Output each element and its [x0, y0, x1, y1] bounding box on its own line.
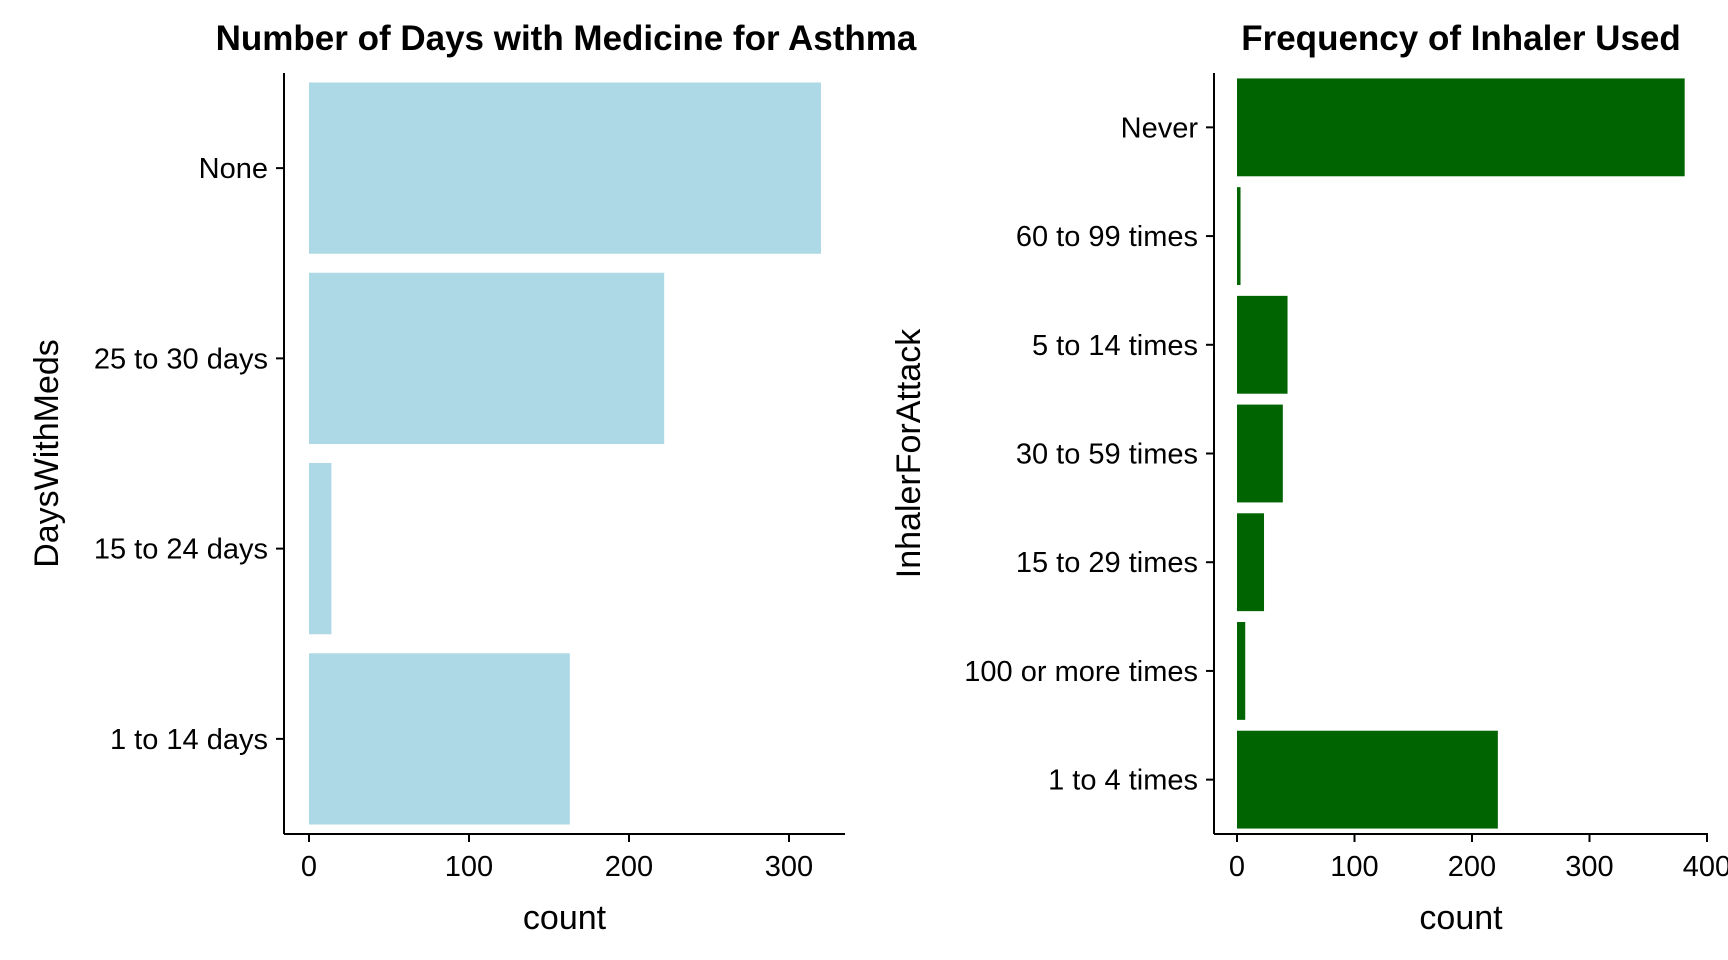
y-tick-label: 1 to 14 days [110, 724, 268, 756]
chart-title: Frequency of Inhaler Used [1241, 19, 1681, 58]
chart-title: Number of Days with Medicine for Asthma [216, 19, 917, 58]
y-axis-label: InhalerForAttack [890, 328, 928, 578]
x-axis-label: count [1419, 899, 1503, 937]
x-tick-label: 0 [301, 851, 317, 883]
y-tick-label: 30 to 59 times [1016, 439, 1198, 471]
y-tick-label: Never [1121, 112, 1199, 144]
x-axis-label: count [523, 899, 607, 937]
bar-15-to-24-days [309, 463, 332, 635]
bar-15-to-29-times [1237, 513, 1265, 612]
y-tick-label: 15 to 24 days [94, 534, 268, 566]
bar-1-to-4-times [1237, 730, 1498, 829]
x-tick-label: 0 [1229, 851, 1245, 883]
chart-panel-2: Never 60 to 99 times 5 to 14 times 30 to 59… [890, 19, 1728, 937]
y-tick-label: None [199, 153, 268, 185]
y-tick-label: 25 to 30 days [94, 343, 268, 375]
x-tick-label: 400 [1683, 851, 1728, 883]
bar-60-to-99-times [1237, 187, 1241, 285]
y-tick-label: 5 to 14 times [1032, 330, 1198, 362]
bar-30-to-59-times [1237, 404, 1283, 503]
bar-5-to-14-times [1237, 295, 1288, 394]
y-tick-label: 100 or more times [964, 656, 1198, 688]
bar-1-to-14-days [309, 653, 570, 825]
y-tick-label: 60 to 99 times [1016, 221, 1198, 253]
x-tick-label: 300 [765, 851, 813, 883]
y-tick-label: 15 to 29 times [1016, 547, 1198, 579]
x-tick-label: 100 [445, 851, 493, 883]
x-tick-label: 100 [1330, 851, 1378, 883]
x-tick-label: 200 [1448, 851, 1496, 883]
bar-100-or-more-times [1237, 622, 1246, 720]
bar-25-to-30-days [309, 272, 665, 444]
y-tick-label: 1 to 4 times [1048, 765, 1198, 797]
bar-never [1237, 78, 1685, 177]
y-axis-label: DaysWithMeds [28, 339, 66, 568]
bar-none [309, 82, 821, 254]
chart-panel-1: None 25 to 30 days 15 to 24 days 1 to 14 da… [28, 19, 917, 937]
x-tick-label: 200 [605, 851, 653, 883]
x-tick-label: 300 [1565, 851, 1613, 883]
